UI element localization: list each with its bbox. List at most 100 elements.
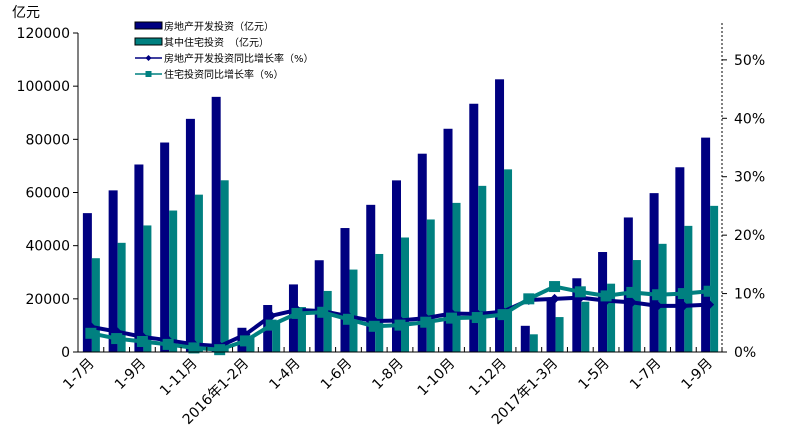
bar-total [134, 164, 144, 352]
bar-total [82, 213, 92, 352]
bar-residential [581, 301, 590, 352]
bar-residential [710, 205, 719, 352]
marker-residential-growth [342, 313, 354, 325]
marker-residential-growth [574, 286, 586, 298]
right-tick-label: 20% [734, 228, 765, 244]
x-tick-label: 1-7月 [60, 356, 97, 393]
marker-residential-growth [549, 281, 561, 293]
bar-total [520, 325, 530, 352]
bar-residential [452, 202, 461, 352]
marker-residential-growth [446, 312, 458, 324]
bar-total [623, 217, 633, 352]
marker-total-growth [652, 300, 663, 311]
bar-residential [529, 334, 538, 352]
legend-label: 房地产开发投资同比增长率（%） [164, 52, 314, 65]
bar-total [572, 278, 582, 352]
bar-residential [478, 185, 487, 352]
left-tick-label: 60000 [25, 186, 70, 202]
marker-residential-growth [677, 288, 689, 300]
x-tick-label: 1-7月 [627, 356, 664, 393]
legend-label: 房地产开发投资（亿元） [164, 20, 274, 33]
bar-total [185, 118, 195, 352]
x-tick-label: 1-6月 [318, 356, 355, 393]
right-tick-label: 50% [734, 53, 765, 69]
marker-residential-growth [368, 320, 380, 332]
marker-residential-growth [523, 293, 535, 305]
legend: 房地产开发投资（亿元） 其中住宅投资 （亿元） 房地产开发投资同比增长率（%） 住宅投… [134, 20, 314, 81]
bar-residential [220, 180, 229, 352]
marker-residential-growth [471, 312, 483, 324]
right-tick-label: 0% [734, 345, 756, 361]
bar-residential [297, 307, 306, 352]
x-tick-label: 1-5月 [576, 356, 613, 393]
x-tick-label: 1-12月 [466, 356, 510, 400]
left-tick-label: 20000 [25, 292, 70, 308]
bar-residential [272, 320, 281, 352]
bar-residential [143, 225, 152, 352]
marker-total-growth [266, 310, 277, 321]
bar-total [211, 96, 221, 352]
right-tick-label: 40% [734, 111, 765, 127]
bar-residential [91, 258, 100, 352]
left-tick-label: 0 [61, 345, 70, 361]
bar-residential [117, 242, 126, 352]
marker-residential-growth [703, 285, 715, 297]
legend-swatch [134, 37, 163, 46]
marker-residential-growth [497, 309, 509, 321]
bar-residential [426, 219, 435, 352]
bar-residential [555, 317, 564, 352]
x-tick-label: 1-4月 [266, 356, 303, 393]
marker-residential-growth [652, 289, 664, 301]
x-tick-label: 1-8月 [369, 356, 406, 393]
marker-residential-growth [317, 306, 329, 318]
bar-total [160, 142, 170, 352]
marker-residential-growth [188, 342, 200, 354]
right-tick-label: 30% [734, 170, 765, 186]
marker-residential-growth [111, 333, 123, 345]
marker-residential-growth [420, 316, 432, 328]
legend-label: 住宅投资同比增长率（%） [164, 68, 284, 81]
left-tick-label: 120000 [17, 26, 70, 42]
marker-residential-growth [162, 338, 174, 350]
marker-total-growth [549, 293, 560, 304]
bar-total [340, 228, 350, 352]
x-tick-label: 1-9月 [112, 356, 149, 393]
bar-total [546, 300, 556, 352]
bar-residential [504, 169, 513, 352]
marker-residential-growth [136, 335, 148, 347]
bar-total [675, 167, 685, 352]
bar-total [108, 190, 118, 352]
marker-total-growth [626, 297, 637, 308]
bar-total [314, 260, 324, 352]
legend-marker [145, 71, 152, 77]
x-tick-label: 1-9月 [679, 356, 716, 393]
bar-residential [349, 269, 358, 352]
bar-residential [401, 237, 409, 352]
right-tick-label: 10% [734, 287, 765, 303]
marker-residential-growth [394, 319, 406, 331]
x-tick-label: 1-11月 [157, 356, 201, 400]
bar-total [469, 103, 479, 353]
bar-total [417, 153, 427, 352]
left-tick-label: 80000 [25, 132, 70, 148]
marker-residential-growth [85, 327, 97, 339]
left-tick-label: 100000 [17, 79, 70, 95]
marker-residential-growth [214, 344, 226, 356]
marker-total-growth [704, 299, 715, 310]
marker-residential-growth [626, 286, 638, 298]
marker-total-growth [678, 300, 689, 311]
bar-total [392, 180, 401, 352]
bar-total [649, 193, 659, 352]
bar-total [495, 79, 505, 352]
marker-residential-growth [265, 319, 277, 331]
marker-residential-growth [239, 335, 251, 347]
marker-residential-growth [600, 290, 612, 302]
left-tick-label: 40000 [25, 239, 70, 255]
bar-residential [323, 290, 332, 352]
bar-residential [607, 283, 616, 352]
legend-label: 其中住宅投资 （亿元） [164, 36, 269, 49]
bar-residential [632, 260, 641, 352]
bar-residential [375, 253, 384, 352]
legend-swatch [134, 21, 163, 30]
